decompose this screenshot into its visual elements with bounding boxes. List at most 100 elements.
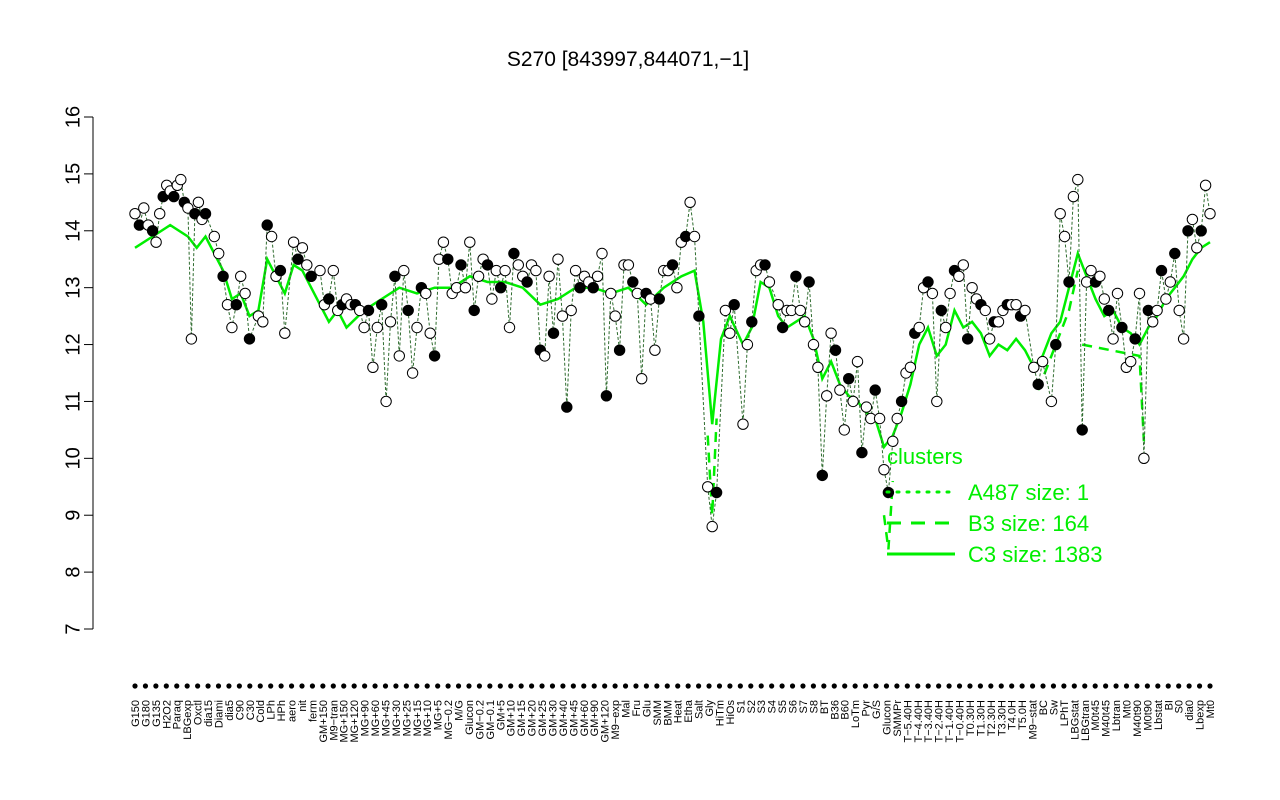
x-tick-label: Sw (1048, 700, 1060, 715)
data-point (1160, 293, 1172, 305)
x-tick-mark (288, 683, 295, 689)
x-tick-label: Pyr (861, 700, 873, 717)
data-point (829, 344, 842, 356)
x-tick-mark (727, 683, 733, 689)
x-tick-label: nit (297, 700, 309, 712)
x-tick-mark (445, 683, 451, 689)
series-line-b3 (1081, 343, 1146, 442)
x-tick-label: H2O2 (161, 700, 173, 729)
data-point (728, 299, 740, 311)
x-tick-mark (341, 683, 347, 689)
x-tick-label: G150 (130, 700, 142, 727)
x-tick-mark (497, 683, 503, 689)
x-tick-mark (988, 683, 994, 689)
data-point (605, 287, 617, 300)
x-tick-label: S7 (798, 700, 810, 713)
x-tick-mark (487, 683, 493, 689)
data-point (362, 304, 375, 317)
data-point (609, 310, 621, 322)
x-tick-label: Gly (704, 700, 716, 717)
x-tick-mark (518, 683, 524, 689)
x-tick-label: Paraq (172, 700, 184, 729)
x-tick-mark (769, 683, 775, 689)
data-point (481, 259, 494, 271)
x-tick-label: GM+150 (318, 700, 330, 743)
x-tick-mark (132, 683, 138, 689)
x-tick-label: Salt (694, 700, 706, 719)
x-tick-mark (309, 683, 316, 689)
x-tick-mark (831, 683, 837, 689)
data-point (208, 230, 221, 243)
data-point (776, 321, 789, 334)
data-point (1133, 287, 1146, 300)
x-tick-mark (476, 683, 483, 689)
x-tick-mark (236, 683, 242, 689)
data-point (1177, 333, 1190, 345)
x-tick-label: T2.30H (986, 700, 998, 736)
data-point (966, 282, 978, 294)
data-point (1195, 225, 1207, 237)
data-point (543, 270, 555, 282)
data-point (1019, 304, 1031, 317)
data-point (710, 486, 723, 499)
x-tick-mark (581, 683, 587, 689)
x-tick-mark (862, 683, 869, 689)
x-tick-mark (904, 683, 910, 689)
data-point (790, 270, 802, 282)
x-tick-mark (351, 683, 357, 689)
x-tick-mark (153, 683, 159, 689)
data-point (1085, 264, 1097, 277)
x-tick-mark (664, 683, 670, 689)
x-tick-mark (633, 683, 639, 689)
x-tick-label: B36 (829, 700, 841, 720)
data-point (146, 225, 159, 237)
x-tick-label: Fru (631, 700, 643, 717)
data-point (185, 333, 198, 345)
data-point (265, 230, 278, 243)
x-tick-label: Cold (255, 700, 267, 723)
x-tick-label: GM−0.1 (485, 700, 497, 739)
data-point (962, 333, 974, 345)
data-point (1173, 304, 1185, 317)
x-tick-mark (695, 683, 702, 689)
data-point (649, 344, 661, 356)
x-tick-mark (737, 683, 743, 689)
x-tick-mark (1092, 683, 1098, 689)
data-point (1182, 225, 1194, 237)
x-tick-mark (1103, 683, 1109, 689)
x-tick-mark (643, 683, 650, 689)
x-tick-mark (810, 683, 816, 689)
x-tick-label: MG−0.2 (443, 700, 455, 739)
x-tick-label: MG+10 (422, 700, 434, 736)
x-tick-mark (247, 683, 253, 689)
axes: 78910111213141516G150G180G135H2O2ParaqLB… (62, 106, 1217, 743)
data-point (1072, 173, 1084, 186)
data-point (622, 259, 635, 271)
x-tick-mark (685, 683, 691, 689)
x-tick-mark (1019, 683, 1025, 689)
data-point (1129, 333, 1141, 345)
x-tick-label: GM+5 (495, 700, 507, 730)
x-tick-label: T−3.40H (923, 700, 935, 743)
data-point (1151, 304, 1163, 317)
x-tick-label: Mt0 (1205, 700, 1217, 718)
legend: clusters A487 size: 1 B3 size: 164 C3 si… (885, 444, 1103, 567)
data-point (1147, 316, 1159, 328)
data-point (613, 344, 626, 356)
x-tick-mark (570, 683, 576, 689)
x-tick-mark (821, 683, 827, 689)
series-line-b3 (882, 481, 895, 550)
y-tick-label: 15 (62, 163, 84, 185)
x-tick-label: MG+5 (433, 700, 445, 730)
x-tick-label: Lbexp (1195, 700, 1207, 730)
x-tick-mark (414, 683, 420, 689)
data-point (887, 435, 899, 447)
legend-label-b3: B3 size: 164 (968, 511, 1089, 536)
data-point (1058, 230, 1071, 243)
data-point (1094, 270, 1106, 282)
x-tick-label: GM+90 (589, 700, 601, 736)
data-point (666, 259, 679, 271)
data-point (199, 208, 212, 220)
data-point (1036, 355, 1049, 368)
x-tick-mark (852, 683, 858, 689)
